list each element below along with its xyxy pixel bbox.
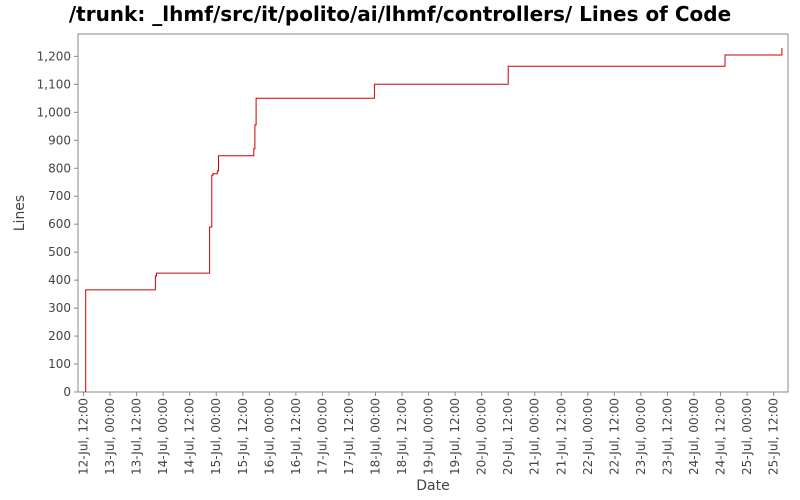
y-tick-label: 1,000	[37, 105, 71, 119]
x-tick-label: 14-Jul, 00:00	[156, 398, 170, 475]
x-tick-label: 19-Jul, 12:00	[448, 398, 462, 475]
x-tick-label: 13-Jul, 00:00	[103, 398, 117, 475]
x-tick-label: 25-Jul, 00:00	[740, 398, 754, 475]
plot-area	[77, 33, 789, 393]
x-tick-label: 16-Jul, 00:00	[262, 398, 276, 475]
y-axis: 0 100 200 300 400 500 600 700 800 900 1,000 1,100 1,…	[37, 49, 78, 399]
x-tick-label: 20-Jul, 12:00	[501, 398, 515, 475]
chart-title: /trunk: _lhmf/src/it/polito/ai/lhmf/cont…	[69, 2, 731, 26]
x-tick-label: 14-Jul, 12:00	[183, 398, 197, 475]
x-tick-label: 21-Jul, 00:00	[528, 398, 542, 475]
x-tick-label: 25-Jul, 12:00	[767, 398, 781, 475]
y-tick-label: 1,100	[37, 77, 71, 91]
x-tick-label: 19-Jul, 00:00	[422, 398, 436, 475]
y-tick-label: 100	[48, 357, 71, 371]
x-tick-label: 17-Jul, 12:00	[342, 398, 356, 475]
x-tick-label: 15-Jul, 00:00	[209, 398, 223, 475]
y-tick-label: 0	[63, 385, 71, 399]
x-tick-label: 15-Jul, 12:00	[236, 398, 250, 475]
x-tick-label: 23-Jul, 00:00	[634, 398, 648, 475]
x-axis-label: Date	[416, 478, 449, 494]
y-tick-label: 500	[48, 245, 71, 259]
y-tick-label: 1,200	[37, 49, 71, 63]
y-tick-label: 800	[48, 161, 71, 175]
x-tick-label: 22-Jul, 00:00	[581, 398, 595, 475]
x-tick-label: 22-Jul, 12:00	[607, 398, 621, 475]
y-tick-label: 300	[48, 301, 71, 315]
x-tick-label: 20-Jul, 00:00	[475, 398, 489, 475]
x-tick-label: 17-Jul, 00:00	[315, 398, 329, 475]
x-tick-label: 18-Jul, 12:00	[395, 398, 409, 475]
x-tick-label: 18-Jul, 00:00	[368, 398, 382, 475]
x-axis: 12-Jul, 12:00 13-Jul, 00:00 13-Jul, 12:00 1…	[77, 392, 781, 475]
y-tick-label: 200	[48, 329, 71, 343]
x-tick-label: 13-Jul, 12:00	[130, 398, 144, 475]
y-tick-label: 700	[48, 189, 71, 203]
x-tick-label: 24-Jul, 00:00	[687, 398, 701, 475]
y-tick-label: 600	[48, 217, 71, 231]
x-tick-label: 16-Jul, 12:00	[289, 398, 303, 475]
x-tick-label: 23-Jul, 12:00	[660, 398, 674, 475]
y-axis-label: Lines	[12, 195, 28, 231]
x-tick-label: 12-Jul, 12:00	[77, 398, 91, 475]
x-tick-label: 24-Jul, 12:00	[714, 398, 728, 475]
series-line	[85, 48, 783, 392]
y-tick-label: 400	[48, 273, 71, 287]
y-tick-label: 900	[48, 133, 71, 147]
x-tick-label: 21-Jul, 12:00	[554, 398, 568, 475]
